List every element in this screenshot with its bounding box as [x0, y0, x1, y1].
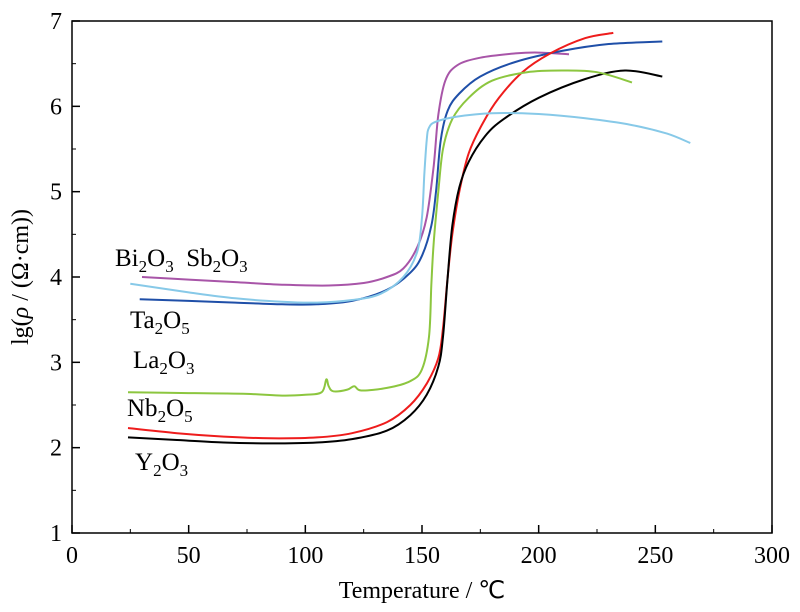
y-tick-label: 3 — [50, 350, 62, 376]
x-axis-ticks: 0 50 100 150 200 250 300 — [66, 525, 790, 569]
x-tick-label: 0 — [66, 543, 78, 569]
y-tick-label: 7 — [50, 9, 62, 35]
series-line-ta2o5 — [139, 40, 663, 306]
annotation-nb2o5: Nb2O5 — [127, 395, 193, 426]
y-axis-label-prefix: lg( — [8, 318, 34, 345]
series-line-y2o3 — [127, 69, 663, 445]
annotation-la2o3: La2O3 — [133, 347, 194, 378]
x-tick-label: 50 — [177, 543, 201, 569]
series-line-la2o3 — [127, 69, 633, 397]
series-line-bi2o3 — [141, 51, 570, 287]
x-tick-label: 200 — [521, 543, 557, 569]
x-tick-label: 150 — [404, 543, 440, 569]
y-axis-label: lg(ρ / (Ω·cm)) — [8, 209, 34, 345]
y-axis-ticks: 1 2 3 4 5 6 7 — [50, 9, 80, 547]
y-tick-label: 6 — [50, 94, 62, 120]
y-tick-label: 5 — [50, 180, 62, 206]
x-tick-label: 250 — [637, 543, 673, 569]
y-tick-label: 2 — [50, 436, 62, 462]
y-tick-label: 4 — [50, 265, 62, 291]
y-axis-label-suffix: / (Ω·cm)) — [8, 209, 34, 307]
annotation-ta2o5: Ta2O5 — [130, 307, 190, 338]
annotation-bi2o3-sb2o3: Bi2O3 Sb2O3 — [115, 245, 248, 276]
series-line-sb2o3 — [130, 112, 691, 304]
x-tick-label: 100 — [287, 543, 323, 569]
x-tick-label: 300 — [754, 543, 790, 569]
y-axis-label-rho: ρ — [8, 307, 34, 320]
x-axis-label: Temperature / ℃ — [339, 578, 506, 604]
y-tick-label: 1 — [50, 521, 62, 547]
annotation-y2o3: Y2O3 — [135, 449, 188, 480]
series-layer — [127, 31, 691, 445]
series-line-nb2o5 — [127, 31, 614, 440]
